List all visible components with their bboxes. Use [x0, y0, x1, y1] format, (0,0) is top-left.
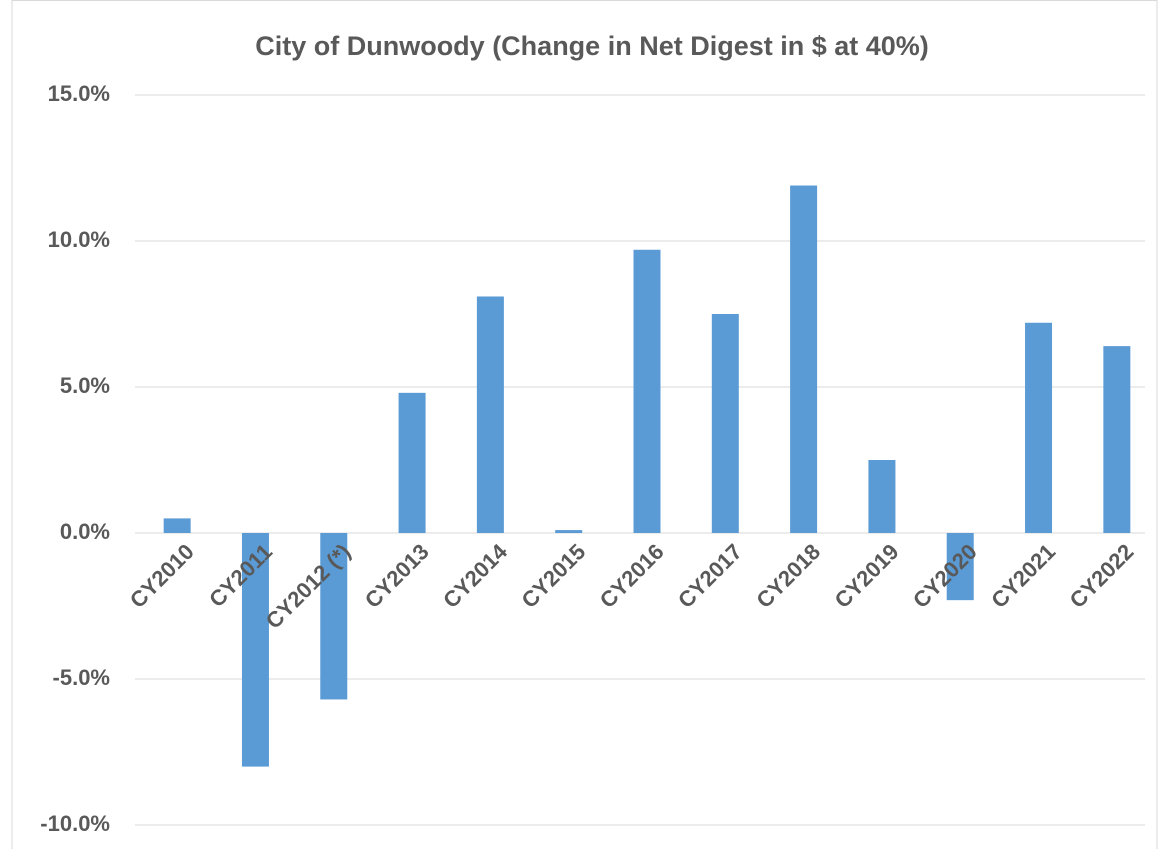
bar [1025, 322, 1053, 533]
bar [241, 533, 269, 767]
bar [946, 533, 974, 601]
bar [476, 296, 504, 533]
y-tick-label: 5.0% [60, 373, 110, 398]
y-tick-label: -10.0% [40, 811, 110, 836]
bar [633, 249, 661, 533]
x-tick-label: CY2013 [360, 539, 434, 613]
x-tick-label: CY2022 [1065, 539, 1139, 613]
chart-frame [11, 0, 1158, 849]
bar [398, 392, 426, 533]
bar [868, 460, 896, 533]
bar [711, 314, 739, 533]
x-tick-label: CY2010 [125, 539, 199, 613]
x-tick-label: CY2015 [516, 539, 590, 613]
y-tick-label: 15.0% [48, 81, 110, 106]
x-tick-label: CY2014 [438, 538, 512, 612]
bar [555, 530, 583, 533]
bar [163, 518, 191, 533]
x-tick-label: CY2018 [751, 539, 825, 613]
bar [320, 533, 348, 700]
y-tick-label: 0.0% [60, 519, 110, 544]
y-tick-label: -5.0% [53, 665, 110, 690]
x-tick-label: CY2019 [830, 539, 904, 613]
x-tick-label: CY2016 [595, 539, 669, 613]
chart-title: City of Dunwoody (Change in Net Digest i… [255, 31, 929, 61]
x-tick-label: CY2017 [673, 539, 747, 613]
y-tick-label: 10.0% [48, 227, 110, 252]
bar [790, 185, 818, 533]
x-tick-label: CY2021 [986, 539, 1060, 613]
bar [1103, 346, 1131, 533]
